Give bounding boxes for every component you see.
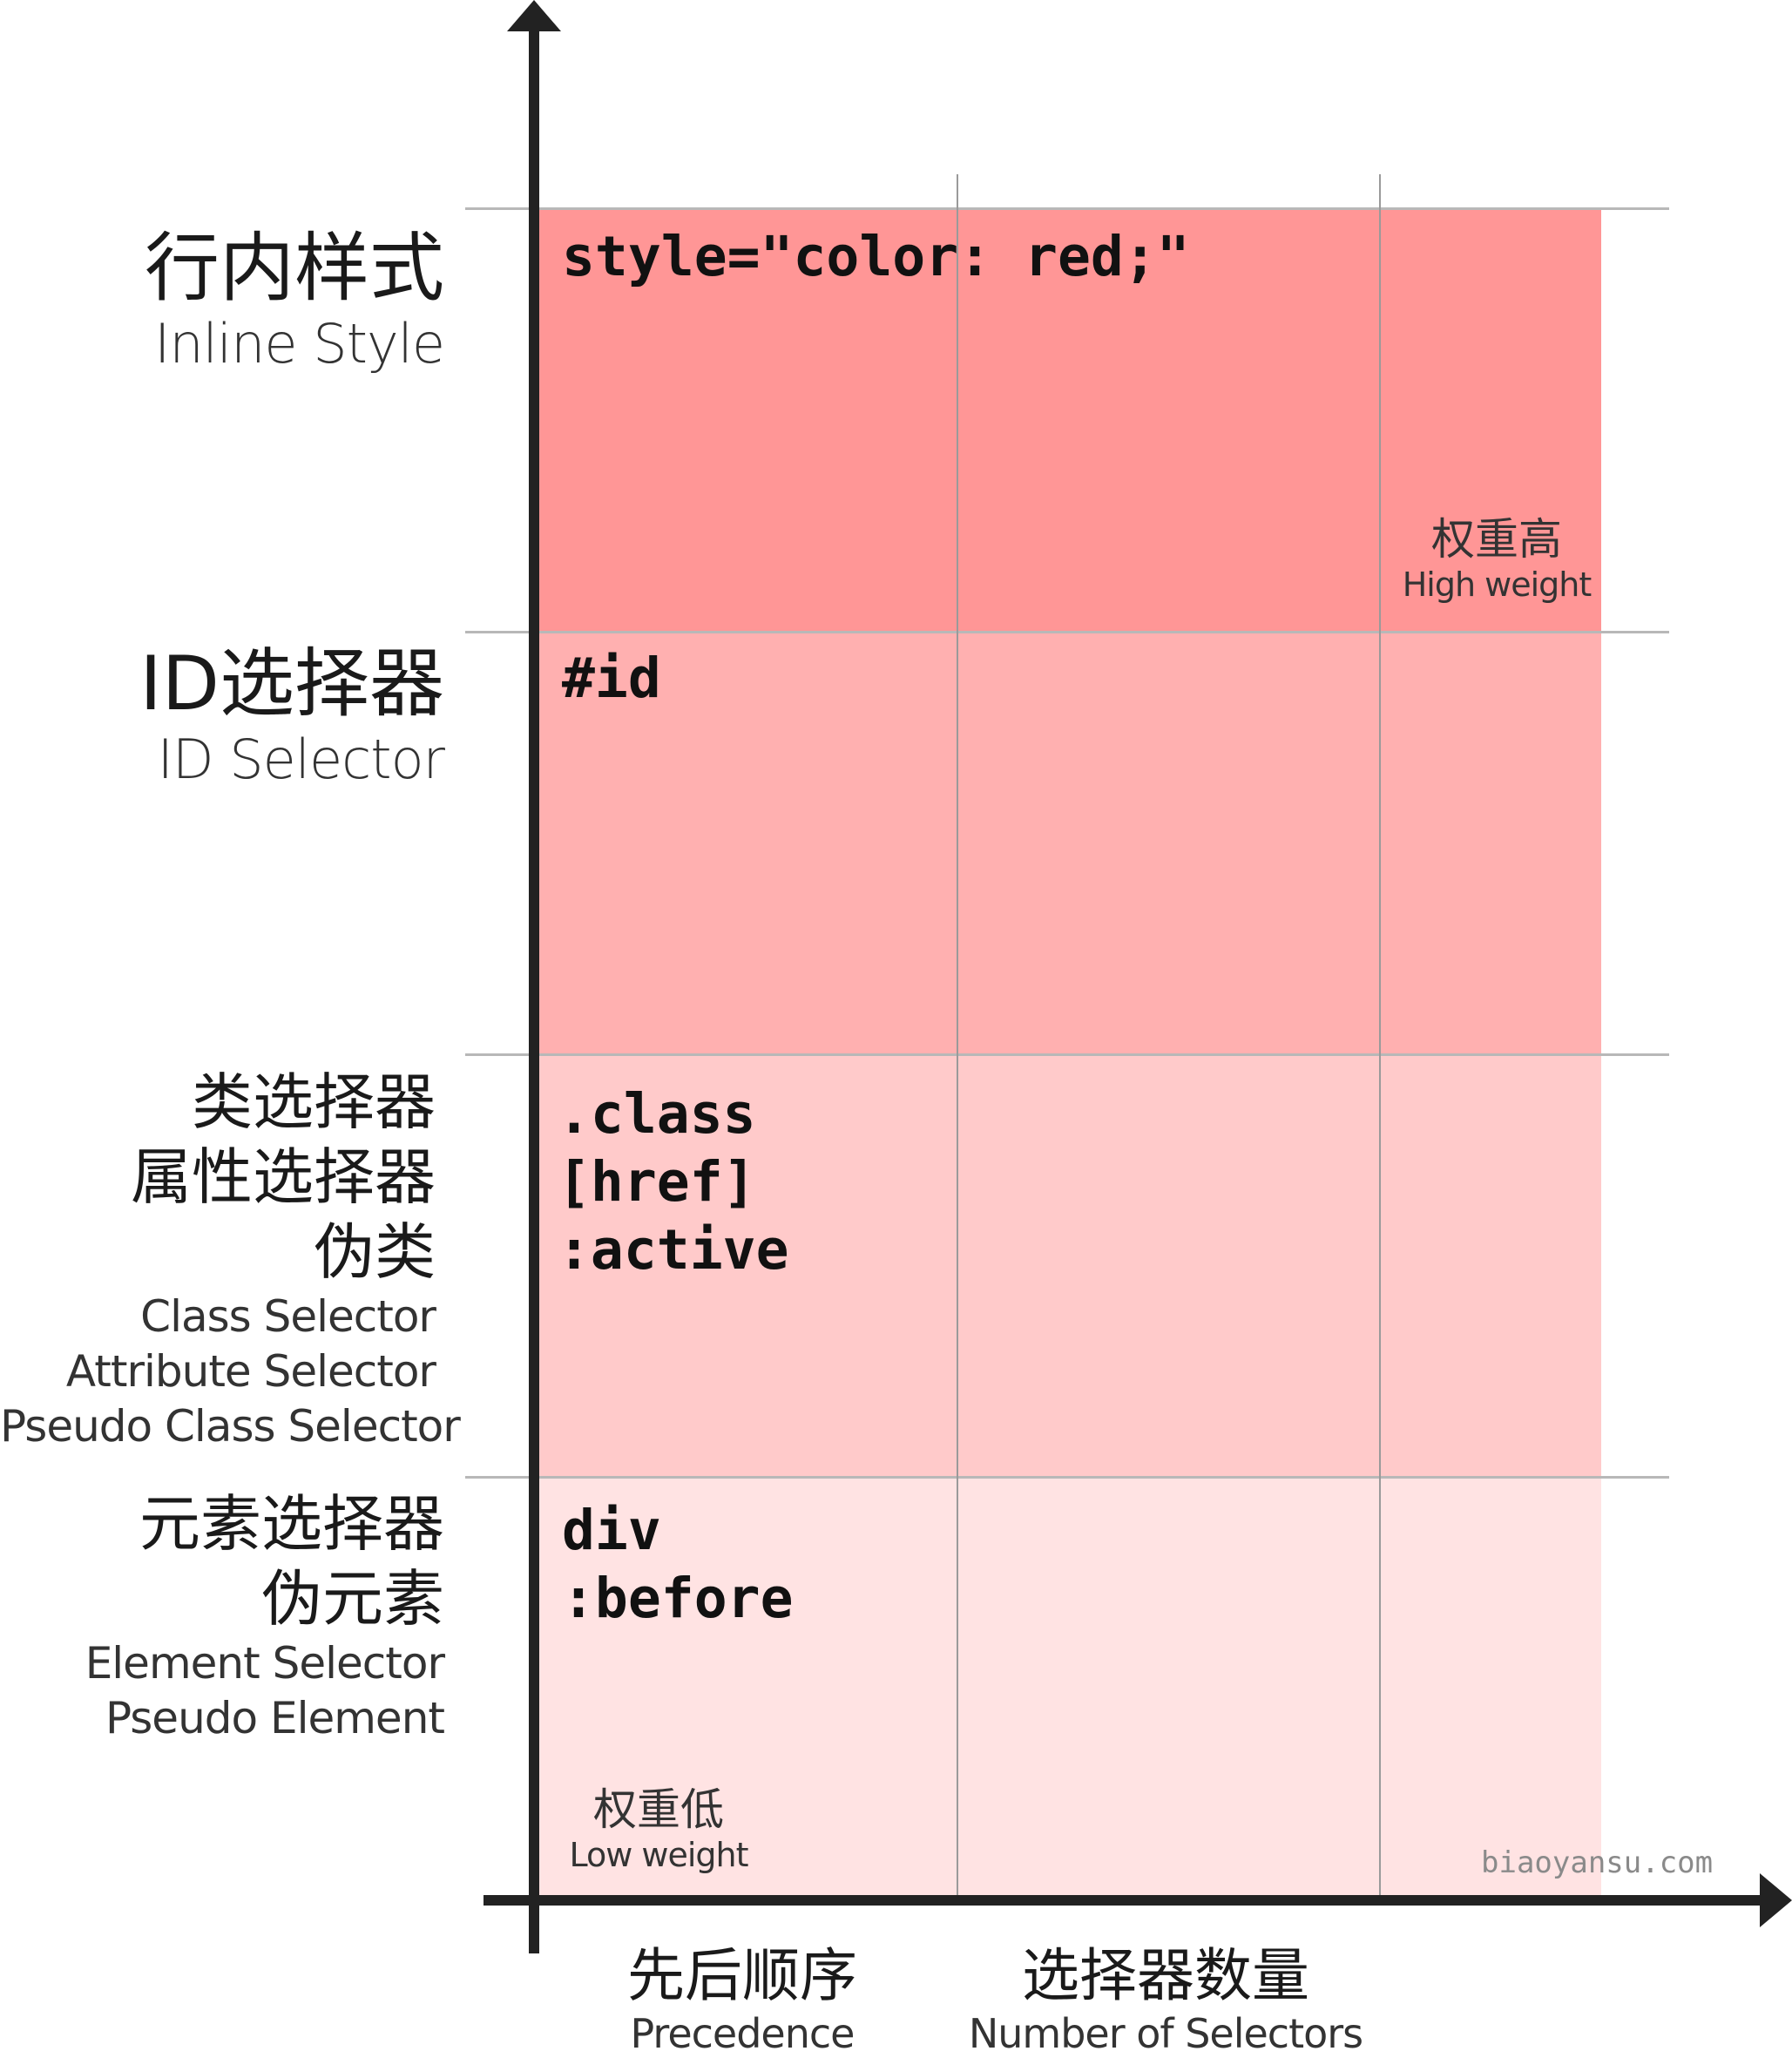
weight-high-mark: 权重高 High weight [1392, 514, 1601, 605]
selector-code-id: #id [562, 645, 661, 713]
grid-line-v2 [1379, 174, 1381, 1898]
grid-line-v1 [957, 174, 958, 1898]
code-line: :before [562, 1567, 794, 1630]
row-label-inline: 行内样式 Inline Style [0, 225, 445, 376]
x-label-zh: 选择器数量 [1022, 1942, 1309, 2009]
row-label-en: Class Selector [140, 1291, 436, 1342]
x-label-en: Precedence [630, 2010, 855, 2057]
x-label-precedence: 先后顺序 Precedence [568, 1943, 916, 2058]
selector-code-inline: style="color: red;" [562, 223, 1190, 291]
row-label-en: Pseudo Class Selector [0, 1401, 461, 1452]
row-label-zh: 行内样式 [145, 225, 444, 312]
grid-line-h2 [465, 631, 1669, 633]
row-label-en: Attribute Selector [65, 1346, 436, 1397]
code-line: #id [562, 647, 661, 710]
code-line: [href] [558, 1150, 756, 1214]
selector-code-element: div :before [562, 1497, 794, 1633]
row-label-en: ID Selector [157, 728, 445, 791]
row-label-zh: 类选择器 [192, 1066, 436, 1138]
code-line: :active [558, 1218, 789, 1282]
grid-line-h1 [465, 207, 1669, 210]
row-label-en: Pseudo Element [105, 1693, 445, 1743]
row-label-class: 类选择器 属性选择器 伪类 Class Selector Attribute S… [0, 1065, 461, 1454]
x-axis [484, 1895, 1768, 1906]
row-band-inline [535, 209, 1601, 632]
row-label-zh: 伪类 [314, 1216, 436, 1288]
x-label-selector-count: 选择器数量 Number of Selectors [948, 1943, 1383, 2058]
row-label-id: ID选择器 ID Selector [0, 640, 445, 792]
grid-line-h3 [465, 1053, 1669, 1056]
row-label-element: 元素选择器 伪元素 Element Selector Pseudo Elemen… [0, 1486, 445, 1746]
row-label-en: Element Selector [85, 1638, 445, 1689]
row-band-id [535, 632, 1601, 1054]
row-label-zh: 属性选择器 [131, 1141, 436, 1213]
row-label-zh: 伪元素 [261, 1563, 444, 1635]
row-band-element [535, 1477, 1601, 1899]
watermark: biaoyansu.com [1481, 1845, 1714, 1880]
weight-high-zh: 权重高 [1431, 514, 1562, 565]
weight-low-zh: 权重低 [593, 1784, 724, 1835]
row-band-class [535, 1054, 1601, 1477]
selector-code-class: .class [href] :active [558, 1080, 789, 1284]
row-label-en: Inline Style [154, 312, 445, 376]
x-label-zh: 先后顺序 [627, 1942, 857, 2009]
code-line: div [562, 1499, 661, 1562]
grid-line-h4 [465, 1476, 1669, 1479]
row-label-zh: ID选择器 [139, 640, 444, 728]
row-label-zh: 元素选择器 [139, 1488, 444, 1560]
weight-high-en: High weight [1402, 565, 1593, 604]
weight-low-mark: 权重低 Low weight [554, 1784, 763, 1875]
code-line: style="color: red;" [562, 225, 1190, 288]
weight-low-en: Low weight [569, 1836, 748, 1874]
x-label-en: Number of Selectors [968, 2010, 1363, 2057]
y-axis [529, 19, 539, 1953]
code-line: .class [558, 1082, 756, 1146]
x-axis-arrow [1760, 1873, 1792, 1927]
y-axis-arrow [507, 0, 561, 31]
